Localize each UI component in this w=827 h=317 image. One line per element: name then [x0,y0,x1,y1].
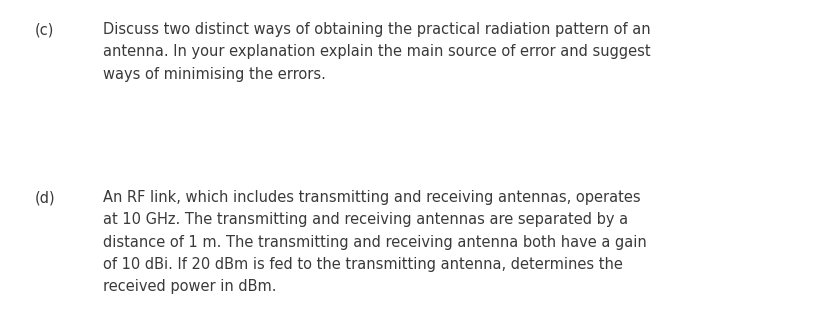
Text: Discuss two distinct ways of obtaining the practical radiation pattern of an
ant: Discuss two distinct ways of obtaining t… [103,22,650,81]
Text: (d): (d) [35,190,55,205]
Text: An RF link, which includes transmitting and receiving antennas, operates
at 10 G: An RF link, which includes transmitting … [103,190,647,294]
Text: (c): (c) [35,22,54,37]
